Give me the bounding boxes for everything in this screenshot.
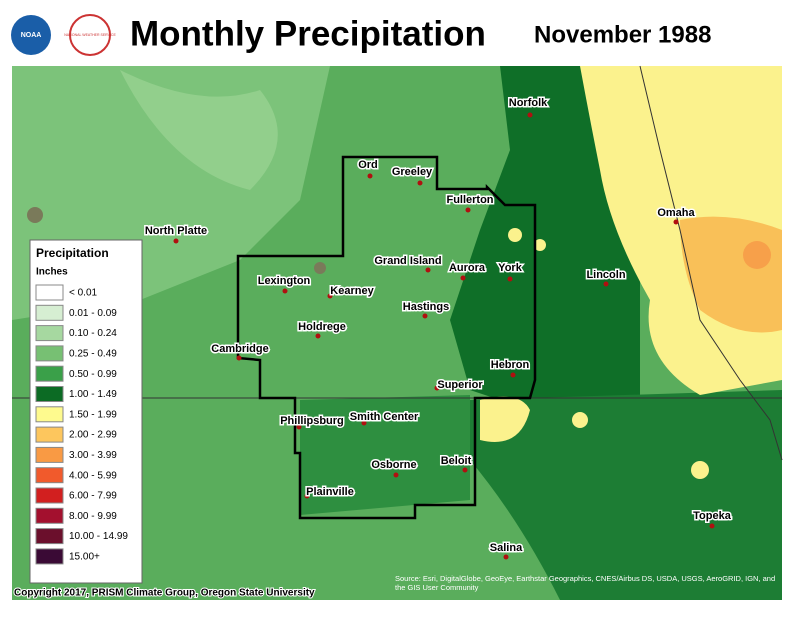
legend-swatch	[35, 386, 64, 402]
city-dot	[367, 173, 373, 179]
legend-swatch	[35, 487, 64, 504]
city-dot	[296, 424, 302, 430]
cities: Norfolk Ord Greeley Fullerton North Platte Om…	[143, 95, 733, 560]
legend-label: 0.10 - 0.24	[69, 328, 117, 339]
legend-swatch	[35, 507, 64, 524]
city-label: Grand Island	[374, 255, 441, 267]
legend-label: 0.50 - 0.99	[69, 369, 117, 380]
legend-label: < 0.01	[69, 288, 98, 299]
legend-swatch	[35, 365, 64, 382]
legend-swatch	[35, 548, 64, 565]
legend-swatch	[35, 467, 64, 484]
source-box: Source: Esri, DigitalGlobe, GeoEye, Eart…	[395, 574, 776, 592]
city-dot	[393, 472, 399, 478]
legend-label: 0.01 - 0.09	[69, 308, 117, 319]
city-label: Ord	[358, 159, 378, 171]
city-label: Hastings	[403, 301, 449, 313]
legend-swatch	[35, 284, 64, 301]
city-dot	[315, 333, 321, 339]
legend-label: 15.00+	[69, 552, 100, 563]
city-label: Osborne	[371, 459, 416, 471]
legend-label: 3.00 - 3.99	[69, 450, 117, 461]
city-dot	[236, 355, 242, 361]
city-dot	[603, 281, 609, 287]
city-dot	[361, 420, 367, 426]
city-dot	[462, 467, 468, 473]
city-label: Phillipsburg	[280, 415, 344, 427]
logos: NOAA NATIONAL WEATHER SERVICE	[11, 14, 116, 56]
legend-swatch	[35, 528, 64, 545]
legend-title: Precipitation	[36, 246, 109, 260]
legend-swatch	[35, 304, 64, 321]
city-dot	[503, 554, 509, 560]
noaa-logo	[11, 15, 51, 55]
legend-units: Inches	[36, 267, 68, 278]
map-surface	[12, 65, 783, 600]
city-dot	[673, 219, 679, 225]
source: Source: Esri, DigitalGlobe, GeoEye, Eart…	[395, 574, 776, 592]
city-label: Lexington	[258, 275, 311, 287]
nws-logo	[69, 14, 111, 56]
city-label: Beloit	[441, 455, 472, 467]
legend-label: 1.00 - 1.49	[69, 389, 117, 400]
legend-swatch	[35, 406, 64, 423]
city-dot	[510, 372, 516, 378]
city-label: Cambridge	[211, 343, 268, 355]
nws-text: NATIONAL WEATHER SERVICE	[64, 33, 116, 37]
legend-label: 1.50 - 1.99	[69, 409, 117, 420]
legend-label: 6.00 - 7.99	[69, 491, 117, 502]
city-label: Plainville	[306, 486, 354, 498]
city-dot	[527, 112, 533, 118]
city-dot	[417, 180, 423, 186]
legend: Precipitation Inches < 0.01 0.01 - 0.09 0.…	[29, 239, 143, 584]
legend-label: 4.00 - 5.99	[69, 470, 117, 481]
legend-swatch	[35, 345, 64, 362]
city-label: Topeka	[693, 510, 732, 522]
city-label: York	[498, 262, 523, 274]
city-dot	[425, 267, 431, 273]
city-label: Aurora	[449, 262, 486, 274]
city-dot	[507, 276, 513, 282]
city-dot	[434, 385, 440, 391]
city-dot	[422, 313, 428, 319]
city-label: Omaha	[657, 207, 695, 219]
city-label: Lincoln	[586, 269, 625, 281]
city-label: Hebron	[491, 359, 530, 371]
city-dot	[173, 238, 179, 244]
legend-label: 2.00 - 2.99	[69, 430, 117, 441]
date: November 1988	[534, 21, 711, 48]
city-dot	[709, 523, 715, 529]
city-dot	[460, 275, 466, 281]
legend-swatch	[35, 426, 64, 443]
legend-label: 8.00 - 9.99	[69, 511, 117, 522]
title: Monthly Precipitation	[130, 14, 486, 53]
city-label: North Platte	[145, 225, 207, 237]
copyright: Copyright 2017, PRISM Climate Group, Ore…	[14, 588, 315, 599]
city-dot	[327, 293, 333, 299]
city-dot	[282, 288, 288, 294]
noaa-text: NOAA	[21, 32, 42, 39]
city-label: Greeley	[392, 166, 433, 178]
legend-swatch	[35, 325, 64, 342]
city-label: Smith Center	[350, 411, 419, 423]
city-dot	[465, 207, 471, 213]
city-label: Norfolk	[509, 97, 548, 109]
city-label: Superior	[437, 379, 483, 391]
city-label: Holdrege	[298, 321, 346, 333]
city-label: Kearney	[330, 285, 374, 297]
legend-swatch	[35, 446, 64, 463]
legend-label: 10.00 - 14.99	[69, 531, 128, 542]
city-label: Salina	[490, 542, 523, 554]
legend-label: 0.25 - 0.49	[69, 349, 117, 360]
city-label: Fullerton	[446, 194, 493, 206]
city-dot	[304, 493, 310, 499]
